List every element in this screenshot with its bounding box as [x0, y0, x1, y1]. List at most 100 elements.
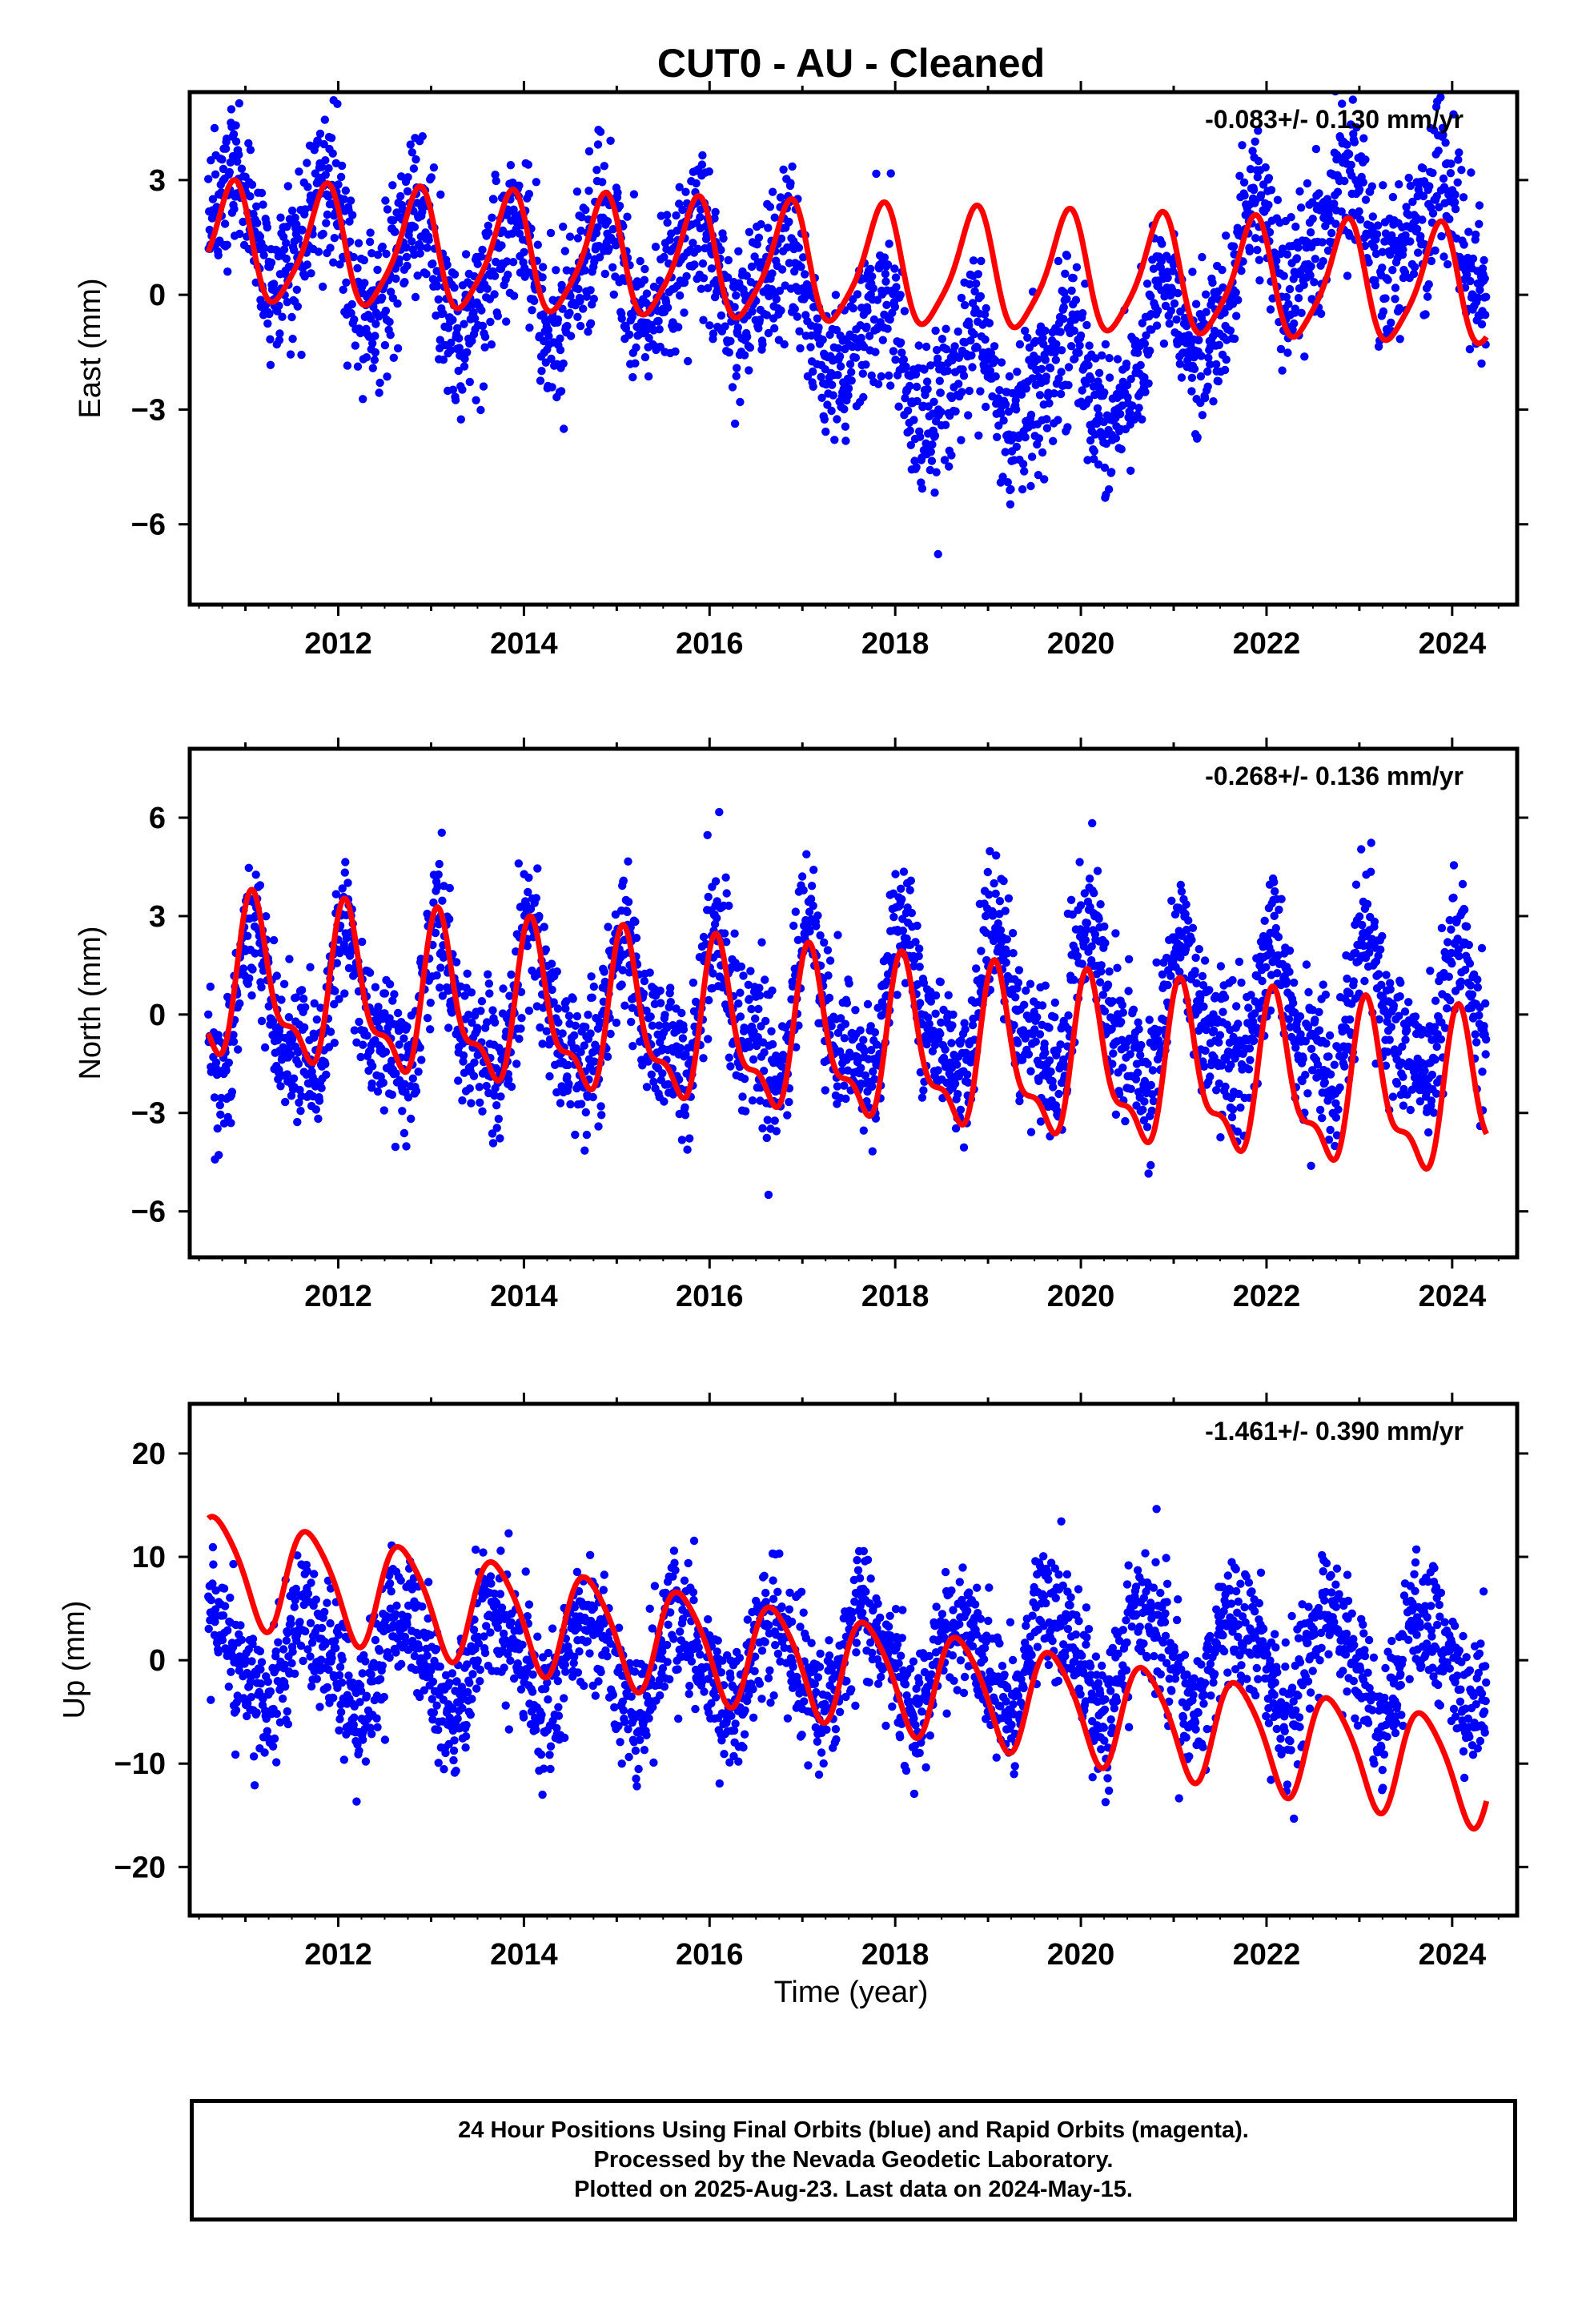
data-point	[1121, 1116, 1130, 1126]
data-point	[1038, 448, 1047, 457]
data-point	[901, 362, 910, 371]
data-point	[210, 1093, 219, 1102]
data-point	[661, 1011, 669, 1019]
data-point	[1198, 252, 1207, 262]
data-point	[524, 873, 533, 883]
data-point	[378, 242, 387, 251]
data-point	[234, 1045, 243, 1054]
data-point	[1088, 818, 1097, 828]
data-point	[862, 322, 871, 332]
data-point	[1028, 374, 1037, 383]
data-point	[1064, 380, 1073, 390]
data-point	[936, 1029, 945, 1039]
data-point	[699, 316, 708, 324]
data-point	[763, 1116, 772, 1124]
data-point	[1091, 354, 1100, 363]
data-point	[892, 283, 901, 292]
data-point	[1221, 1082, 1230, 1092]
data-point	[1463, 271, 1472, 279]
data-point	[389, 353, 398, 362]
data-point	[1423, 78, 1431, 86]
data-point	[1040, 1039, 1049, 1048]
data-point	[717, 245, 725, 255]
data-point	[375, 378, 384, 388]
data-point	[623, 907, 632, 917]
data-point	[489, 195, 498, 204]
data-point	[371, 320, 380, 328]
data-point	[883, 324, 892, 333]
data-point	[1386, 247, 1395, 255]
data-point	[289, 246, 299, 255]
data-point	[540, 923, 548, 931]
data-point	[927, 456, 937, 465]
east-rate-label: -0.083+/- 0.130 mm/yr	[1205, 105, 1464, 134]
data-point	[219, 164, 228, 174]
data-point	[1146, 1080, 1156, 1090]
data-point	[1054, 256, 1063, 266]
data-point	[335, 995, 343, 1003]
data-point	[749, 1055, 758, 1064]
data-point	[477, 306, 486, 315]
data-point	[1038, 1001, 1047, 1010]
data-point	[1196, 372, 1206, 381]
data-point	[1034, 471, 1043, 480]
data-point	[938, 335, 947, 344]
data-point	[882, 300, 891, 309]
data-point	[932, 345, 942, 355]
data-point	[468, 1018, 476, 1027]
data-point	[770, 1116, 779, 1125]
data-point	[373, 265, 382, 275]
data-point	[1251, 234, 1260, 243]
data-point	[857, 333, 865, 343]
data-point	[221, 144, 231, 153]
data-point	[1350, 138, 1359, 147]
data-point	[408, 148, 416, 157]
data-point	[779, 165, 788, 174]
data-point	[991, 356, 1000, 365]
data-point	[873, 296, 882, 304]
data-point	[204, 175, 213, 183]
data-point	[245, 974, 254, 983]
data-point	[673, 1026, 682, 1035]
data-point	[662, 211, 672, 219]
data-point	[809, 382, 817, 391]
data-point	[504, 270, 512, 279]
data-point	[1057, 346, 1066, 355]
data-point	[572, 187, 582, 196]
data-point	[246, 192, 255, 201]
data-point	[515, 229, 524, 238]
data-point	[1436, 93, 1445, 102]
data-point	[301, 205, 310, 214]
data-point	[287, 312, 296, 322]
data-point	[986, 846, 994, 856]
data-point	[1187, 387, 1196, 396]
data-point	[340, 989, 349, 998]
data-point	[336, 172, 346, 182]
data-point	[516, 1024, 525, 1033]
data-point	[460, 320, 468, 328]
data-point	[1318, 238, 1327, 247]
data-point	[880, 253, 889, 262]
data-point	[1041, 1048, 1050, 1057]
data-point	[566, 332, 576, 340]
data-point	[906, 440, 916, 449]
data-point	[1472, 230, 1480, 239]
data-point	[1177, 373, 1186, 382]
data-point	[225, 167, 234, 177]
data-point	[465, 377, 474, 387]
data-point	[436, 190, 445, 199]
data-point	[456, 415, 465, 424]
data-point	[223, 240, 231, 249]
data-point	[464, 1011, 473, 1019]
data-point	[499, 984, 508, 993]
data-point	[524, 190, 534, 199]
data-point	[445, 883, 454, 893]
data-point	[1296, 203, 1306, 212]
data-point	[1464, 227, 1473, 236]
data-point	[266, 360, 275, 369]
data-point	[728, 383, 737, 392]
data-point	[1290, 319, 1299, 328]
data-point	[257, 188, 267, 198]
data-point	[423, 243, 432, 252]
